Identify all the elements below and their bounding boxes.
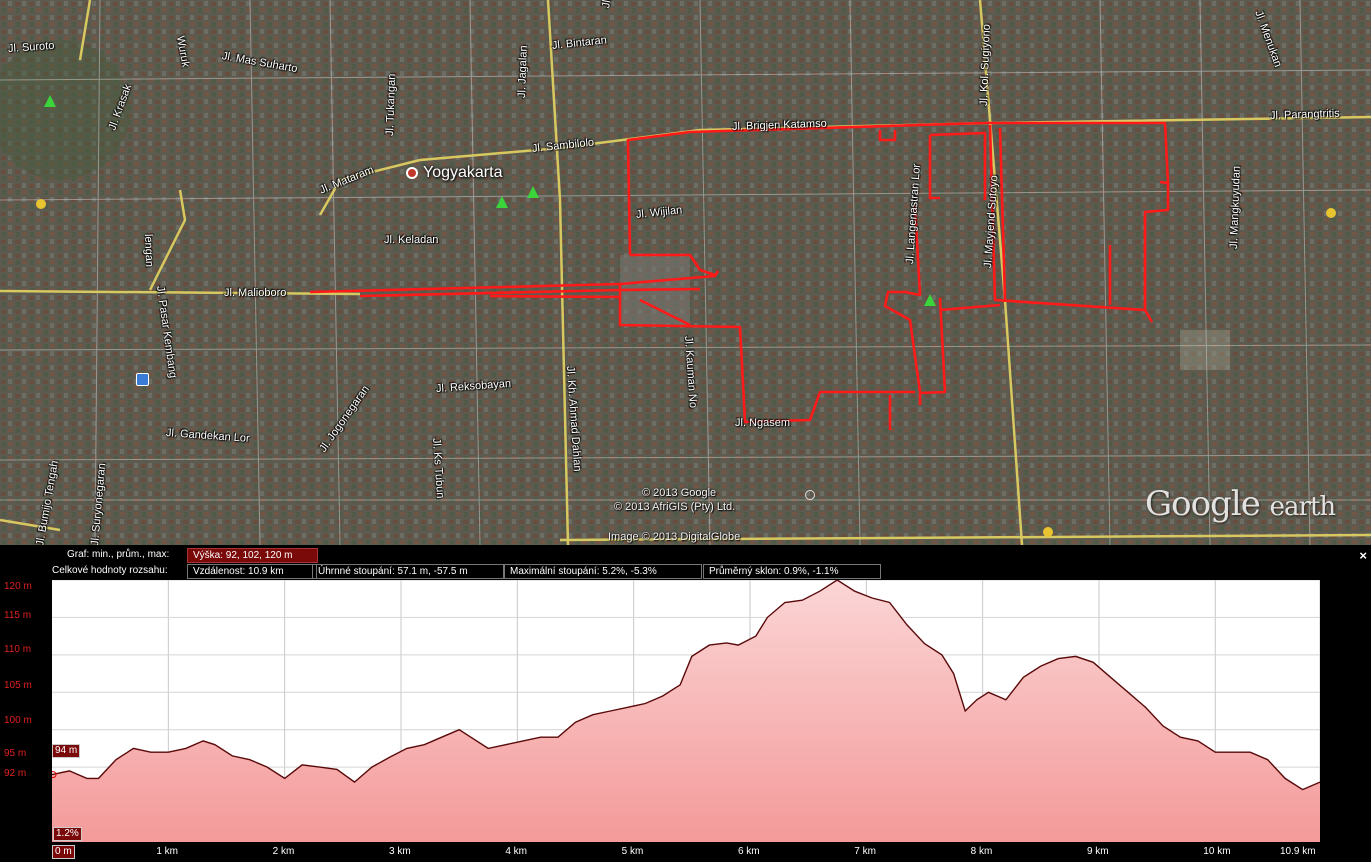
park-icon[interactable] <box>924 294 936 306</box>
x-tick-label: 1 km <box>156 846 178 857</box>
street-label: lengan <box>142 233 156 268</box>
y-tick-label: 110 m <box>4 644 32 655</box>
map-imagery <box>0 0 1371 545</box>
park-icon[interactable] <box>527 186 539 198</box>
attribution-google: © 2013 Google <box>642 487 717 499</box>
logo-main-text: Google <box>1145 484 1261 524</box>
y-tick-label: 105 m <box>4 680 32 691</box>
x-tick-label: 3 km <box>388 846 411 857</box>
elevation-profile-panel: Graf: min., prům., max: Výška: 92, 102, … <box>0 545 1371 862</box>
x-tick-label: 8 km <box>970 846 993 857</box>
elevation-chart[interactable] <box>49 579 1321 842</box>
elevation-summary-box: Výška: 92, 102, 120 m <box>187 548 318 563</box>
cursor-slope-label: 1.2% <box>53 827 82 841</box>
attribution-imagery: Image © 2013 DigitalGlobe <box>608 531 741 543</box>
mosque-icon[interactable] <box>1326 208 1336 218</box>
y-tick-label: 115 m <box>4 610 32 621</box>
street-label: Jl. Keladan <box>384 234 439 246</box>
x-tick-label: 5 km <box>621 846 644 857</box>
logo-sub-text: earth <box>1269 492 1337 522</box>
street-label: Jl. Jagalan <box>516 45 530 99</box>
profile-header-row-2: Celkové hodnoty rozsahu: Vzdálenost: 10.… <box>0 564 1371 579</box>
street-label: Jl. Ngasem <box>735 417 791 429</box>
x-tick-label: 2 km <box>272 846 295 857</box>
city-name: Yogyakarta <box>423 164 503 181</box>
x-tick-label: 10.9 km <box>1280 846 1316 857</box>
x-tick-label: 9 km <box>1086 846 1109 857</box>
elevation-chart-svg[interactable] <box>49 579 1321 842</box>
x-tick-label: 7 km <box>854 846 876 857</box>
street-label: Jl. Malioboro <box>224 287 287 299</box>
street-label: Jl. Parangtritis <box>1269 107 1340 122</box>
city-marker-icon <box>406 166 418 179</box>
cursor-distance-label: 0 m <box>52 845 75 859</box>
location-pin-icon[interactable] <box>805 490 815 500</box>
mosque-icon[interactable] <box>36 199 46 209</box>
y-tick-label: 120 m <box>4 581 32 592</box>
range-totals-label: Celkové hodnoty rozsahu: <box>52 565 168 576</box>
x-tick-label: 10 km <box>1203 846 1231 857</box>
elevation-line <box>51 579 1321 791</box>
y-tick-label: 95 m <box>4 748 27 759</box>
distance-stat: Vzdálenost: 10.9 km <box>187 564 317 579</box>
profile-header-row-1: Graf: min., prům., max: Výška: 92, 102, … <box>0 548 1371 563</box>
park-icon[interactable] <box>44 95 56 107</box>
max-slope-stat: Maximální stoupání: 5.2%, -5.3% <box>504 564 702 579</box>
x-tick-label: 6 km <box>737 846 760 857</box>
street-label: Jl. Tukangan <box>384 73 399 137</box>
city-label: Yogyakarta <box>406 164 502 182</box>
google-earth-logo: Google earth <box>1145 484 1337 524</box>
mosque-icon[interactable] <box>1043 527 1053 537</box>
cursor-elevation-label: 94 m <box>52 744 81 758</box>
train-station-icon[interactable] <box>136 373 149 386</box>
total-climb-stat: Úhrnné stoupání: 57.1 m, -57.5 m <box>312 564 504 579</box>
y-tick-label: 92 m <box>4 768 27 779</box>
close-icon[interactable]: × <box>1359 548 1367 563</box>
y-tick-label: 100 m <box>4 715 32 726</box>
x-tick-label: 4 km <box>505 846 527 857</box>
elevation-area <box>52 580 1320 842</box>
park-icon[interactable] <box>496 196 508 208</box>
attribution-afrigis: © 2013 AfriGIS (Pty) Ltd. <box>614 501 736 513</box>
satellite-map-view[interactable]: Jl. Suroto Wuruk Jl. Mas Suharto Jl. Kra… <box>0 0 1371 545</box>
avg-slope-stat: Průměrný sklon: 0.9%, -1.1% <box>703 564 881 579</box>
graph-min-avg-max-label: Graf: min., prům., max: <box>67 549 170 560</box>
